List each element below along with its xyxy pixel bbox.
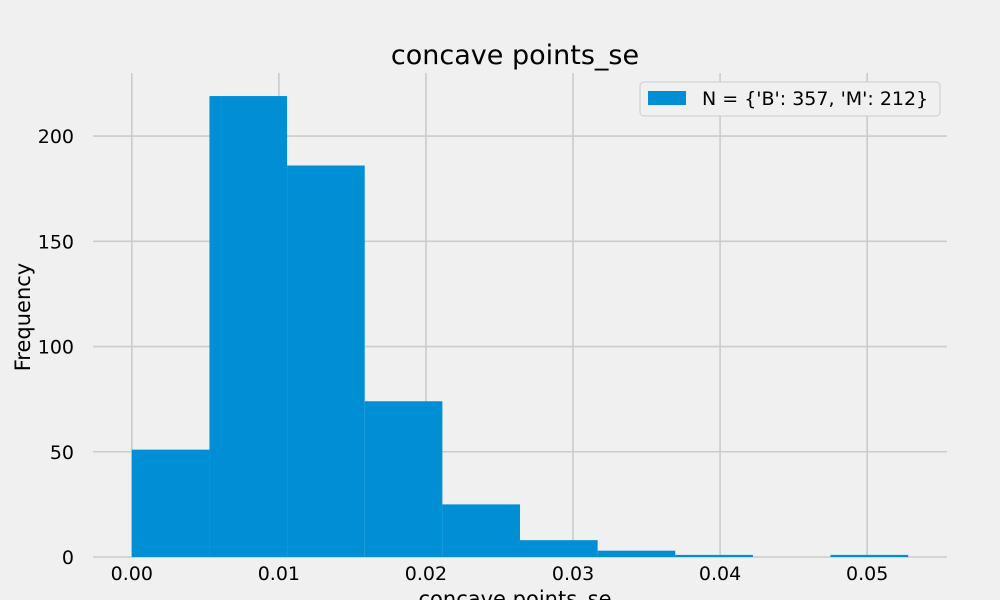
histogram-bar — [830, 554, 909, 557]
x-tick-label: 0.03 — [552, 563, 594, 585]
histogram-bar — [209, 96, 288, 558]
y-tick-label: 100 — [38, 337, 74, 359]
x-tick-label: 0.01 — [258, 563, 300, 585]
histogram-bar — [442, 504, 520, 557]
histogram-bar — [287, 165, 365, 557]
bars — [131, 96, 909, 558]
legend: N = {'B': 357, 'M': 212} — [639, 81, 941, 117]
y-tick-label: 50 — [50, 442, 74, 464]
histogram-bar — [520, 540, 598, 557]
histogram-bar — [364, 401, 443, 557]
legend-box — [639, 81, 941, 117]
x-tick-label: 0.04 — [699, 563, 741, 585]
x-tick-label: 0.05 — [846, 563, 888, 585]
histogram-bar — [131, 449, 210, 557]
legend-swatch — [648, 91, 686, 105]
legend-label: N = {'B': 357, 'M': 212} — [702, 88, 928, 110]
y-tick-labels: 0 50 100 150 200 — [38, 126, 74, 569]
y-tick-label: 0 — [62, 547, 74, 569]
histogram-bar — [597, 550, 676, 557]
x-tick-label: 0.02 — [405, 563, 447, 585]
x-tick-label: 0.00 — [111, 563, 153, 585]
x-tick-labels: 0.00 0.01 0.02 0.03 0.04 0.05 — [111, 563, 889, 585]
x-axis-label: concave points_se — [419, 587, 612, 600]
y-tick-label: 150 — [38, 231, 74, 253]
histogram-bar — [675, 554, 753, 557]
y-axis-label: Frequency — [11, 263, 35, 372]
chart-title: concave points_se — [391, 40, 639, 71]
y-tick-label: 200 — [38, 126, 74, 148]
